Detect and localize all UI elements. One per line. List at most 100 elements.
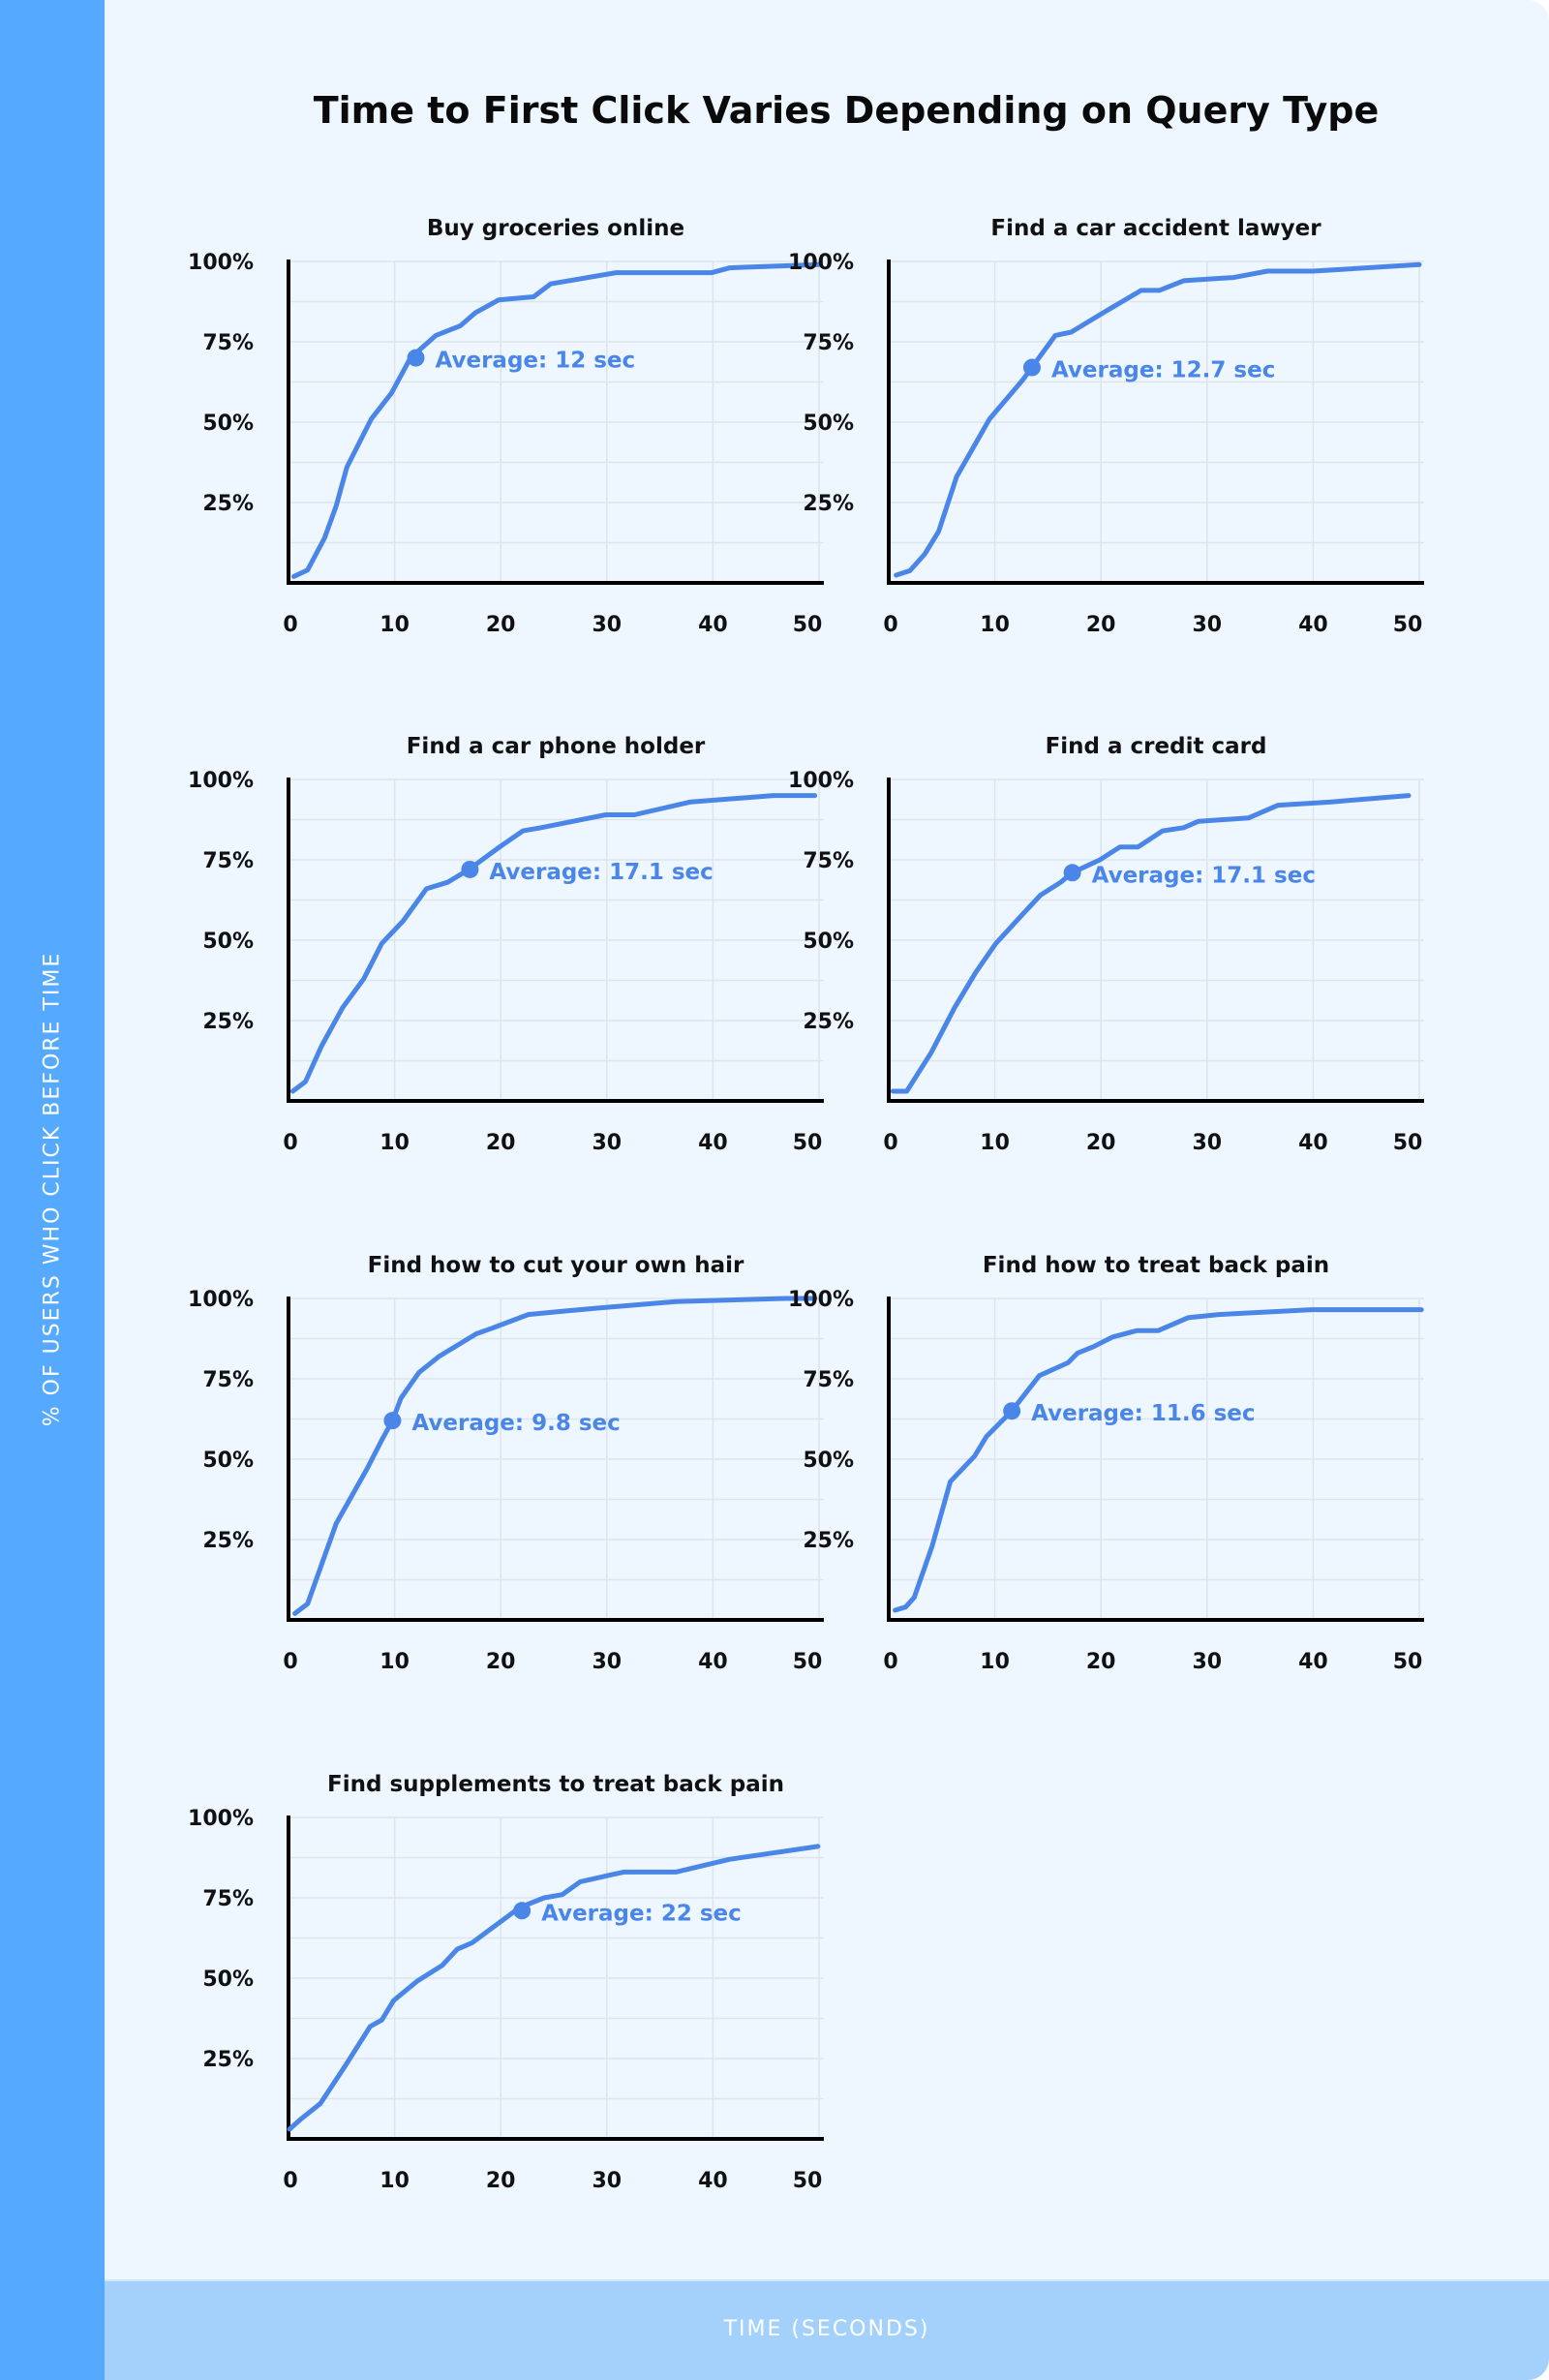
x-tick-label: 50 [793,613,823,637]
x-tick-label: 0 [283,1131,297,1155]
average-marker [1063,864,1081,882]
average-label: Average: 17.1 sec [489,860,713,885]
x-tick-label: 30 [1192,613,1222,637]
x-tick-label: 10 [380,2169,410,2193]
x-tick-label: 0 [883,613,897,637]
x-tick-label: 50 [1393,1131,1423,1155]
y-tick-label: 25% [202,2048,254,2072]
chart-title: Find a car phone holder [407,734,706,759]
x-tick-label: 20 [486,613,516,637]
x-tick-label: 40 [698,2169,728,2193]
x-tick-label: 10 [980,613,1010,637]
x-axis-label: TIME (SECONDS) [723,2317,930,2341]
y-tick-label: 100% [188,769,254,793]
x-tick-label: 20 [1086,613,1116,637]
x-tick-label: 20 [486,2169,516,2193]
y-tick-label: 100% [188,251,254,275]
x-tick-label: 10 [380,1131,410,1155]
average-marker [1022,358,1041,377]
x-tick-label: 0 [283,613,297,637]
y-tick-label: 100% [188,1288,254,1312]
y-tick-label: 25% [803,1010,854,1034]
x-tick-label: 50 [793,1131,823,1155]
chart-title: Find a credit card [1046,734,1267,759]
y-tick-label: 50% [202,1449,254,1473]
y-tick-label: 75% [202,1368,254,1392]
y-tick-label: 25% [202,1529,254,1553]
average-label: Average: 11.6 sec [1031,1401,1255,1426]
y-tick-label: 50% [202,1968,254,1992]
y-tick-label: 50% [803,930,854,954]
x-tick-label: 50 [1393,1650,1423,1674]
y-tick-label: 25% [202,492,254,516]
average-marker [383,1412,402,1430]
x-tick-label: 50 [793,2169,823,2193]
series-line [292,1296,818,1616]
x-tick-label: 40 [698,1131,728,1155]
average-marker [1003,1402,1021,1420]
x-tick-label: 30 [1192,1131,1222,1155]
average-marker [513,1902,532,1920]
line-chart: Find a car phone holder 0 10 20 30 40 50 25% 50%… [188,734,824,1155]
chart-title: Find a car accident lawyer [990,216,1321,241]
y-tick-label: 75% [202,331,254,355]
page-title: Time to First Click Varies Depending on … [313,89,1380,132]
x-tick-label: 0 [883,1650,897,1674]
y-tick-label: 75% [202,849,254,873]
average-marker [407,349,425,367]
x-tick-label: 0 [283,1650,297,1674]
average-label: Average: 12 sec [436,349,636,374]
y-tick-label: 75% [803,1368,854,1392]
x-tick-label: 0 [883,1131,897,1155]
line-chart: Find a credit card 0 10 20 30 40 50 25% 50% 75% 10… [788,734,1424,1155]
x-tick-label: 0 [283,2169,297,2193]
y-tick-label: 75% [803,331,854,355]
line-chart: Find how to treat back pain 0 10 20 30 40 50 25… [788,1253,1424,1674]
x-tick-label: 10 [980,1131,1010,1155]
x-tick-label: 10 [380,1650,410,1674]
x-tick-label: 30 [592,1650,622,1674]
x-tick-label: 40 [1298,1131,1328,1155]
x-tick-label: 30 [592,613,622,637]
y-tick-label: 75% [202,1887,254,1911]
y-tick-label: 75% [803,849,854,873]
x-tick-label: 50 [1393,613,1423,637]
y-tick-label: 100% [788,251,854,275]
x-tick-label: 30 [592,2169,622,2193]
average-label: Average: 22 sec [541,1901,742,1926]
series-line [894,261,1422,578]
line-chart: Find how to cut your own hair 0 10 20 30 40 50… [188,1253,824,1674]
y-tick-label: 25% [803,1529,854,1553]
average-label: Average: 12.7 sec [1051,358,1275,383]
y-axis-side-bar [0,0,105,2380]
y-tick-label: 100% [788,769,854,793]
x-tick-label: 20 [486,1650,516,1674]
y-tick-label: 50% [202,412,254,436]
x-tick-label: 10 [380,613,410,637]
x-tick-label: 40 [698,613,728,637]
average-label: Average: 17.1 sec [1092,863,1316,888]
series-line [289,793,818,1094]
x-tick-label: 10 [980,1650,1010,1674]
line-chart: Find a car accident lawyer 0 10 20 30 40 50 25%… [788,216,1424,637]
x-tick-label: 20 [1086,1131,1116,1155]
chart-title: Find how to treat back pain [983,1253,1329,1278]
y-tick-label: 25% [803,492,854,516]
series-line [287,1844,821,2132]
x-tick-label: 50 [793,1650,823,1674]
line-chart: Buy groceries online 0 10 20 30 40 50 25% 50% 75%… [188,216,824,637]
y-tick-label: 50% [803,412,854,436]
x-tick-label: 20 [486,1131,516,1155]
x-tick-label: 30 [592,1131,622,1155]
x-tick-label: 40 [1298,613,1328,637]
y-tick-label: 25% [202,1010,254,1034]
y-tick-label: 50% [803,1449,854,1473]
x-tick-label: 40 [1298,1650,1328,1674]
series-line [893,1307,1424,1613]
line-chart: Find supplements to treat back pain 0 10 20… [188,1772,824,2193]
chart-title: Find supplements to treat back pain [327,1772,784,1797]
y-axis-label: % OF USERS WHO CLICK BEFORE TIME [40,951,65,1427]
x-tick-label: 20 [1086,1650,1116,1674]
chart-title: Find how to cut your own hair [368,1253,744,1278]
